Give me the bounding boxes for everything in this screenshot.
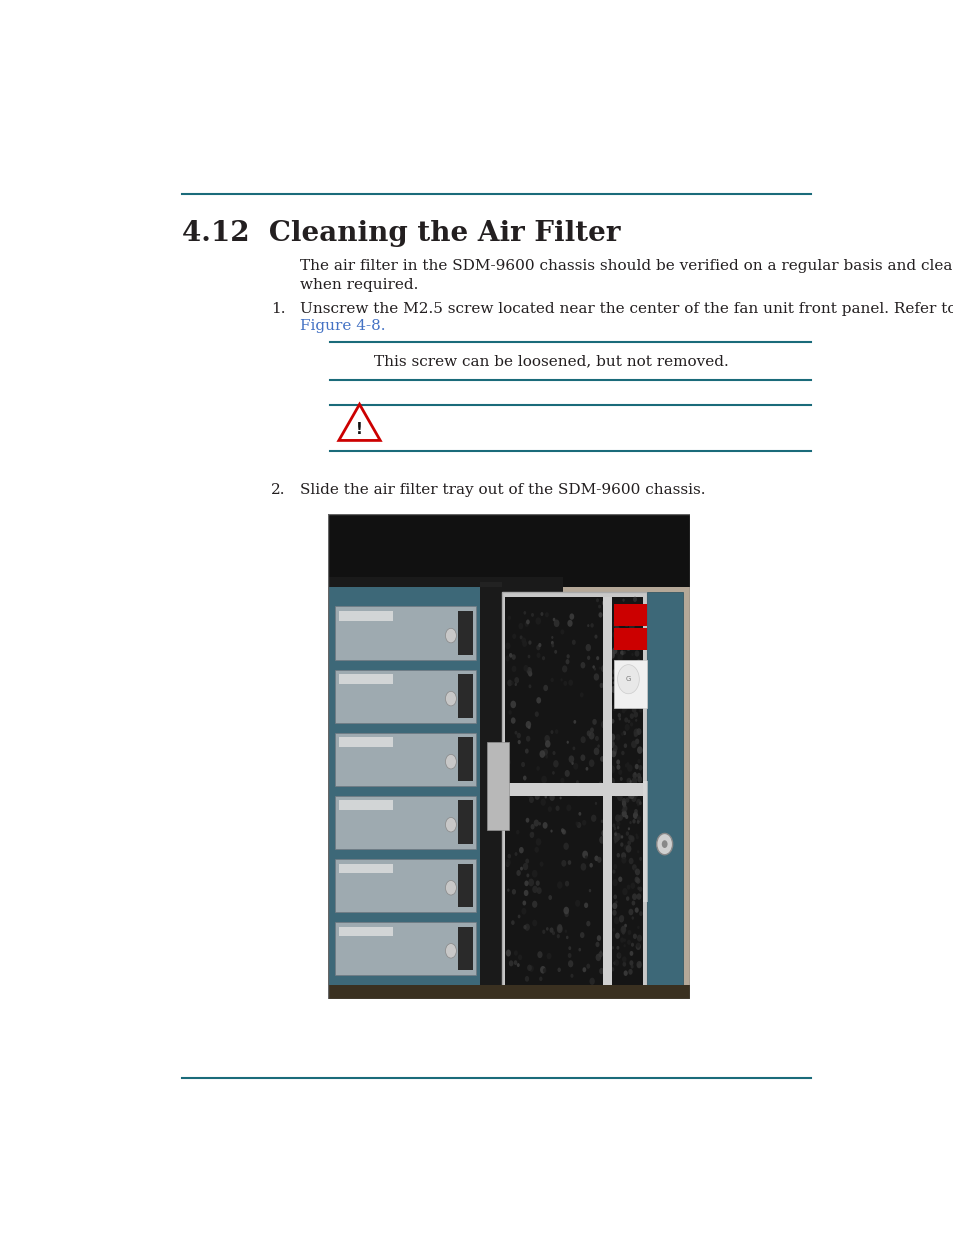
- Text: This screw can be loosened, but not removed.: This screw can be loosened, but not remo…: [374, 354, 728, 368]
- Text: The air filter in the SDM-9600 chassis should be verified on a regular basis and: The air filter in the SDM-9600 chassis s…: [300, 259, 953, 291]
- Text: Unscrew the M2.5 screw located near the center of the fan unit front panel. Refe: Unscrew the M2.5 screw located near the …: [300, 303, 953, 316]
- Text: Figure 4-8.: Figure 4-8.: [300, 320, 385, 333]
- Text: 2.: 2.: [271, 483, 285, 496]
- Text: 1.: 1.: [271, 303, 285, 316]
- Polygon shape: [338, 404, 380, 441]
- Text: Slide the air filter tray out of the SDM-9600 chassis.: Slide the air filter tray out of the SDM…: [300, 483, 705, 496]
- Text: 4.12  Cleaning the Air Filter: 4.12 Cleaning the Air Filter: [182, 220, 620, 247]
- Text: !: !: [355, 422, 362, 437]
